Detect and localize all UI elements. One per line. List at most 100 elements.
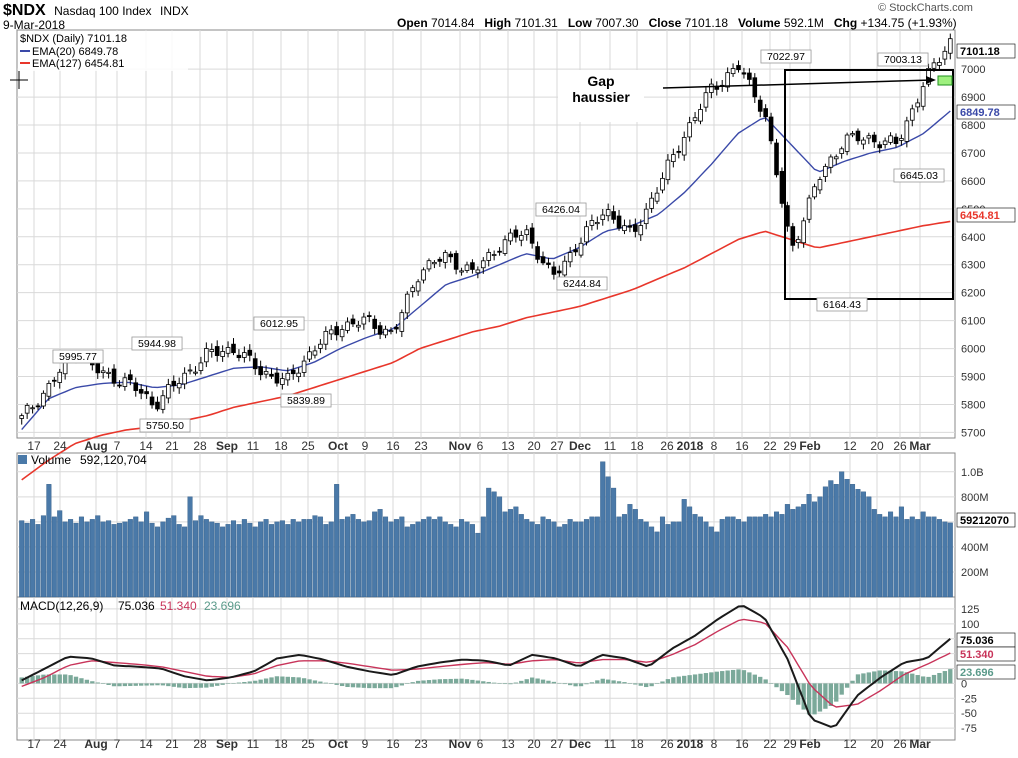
- candle-body: [790, 226, 796, 246]
- macd-hist-bar: [372, 683, 377, 689]
- candle-body: [372, 318, 377, 329]
- macd-hist-bar: [567, 683, 573, 686]
- volume-bar: [274, 521, 280, 598]
- candle-body: [421, 269, 426, 281]
- x-tick-label: 18: [274, 737, 288, 751]
- volume-bar: [936, 519, 942, 598]
- volume-bar: [263, 519, 269, 598]
- candle-body: [584, 226, 589, 243]
- volume-bar: [116, 522, 122, 598]
- macd-hist-bar: [633, 683, 638, 685]
- x-tick-label: 16: [386, 439, 400, 453]
- macd-hist-bar: [915, 675, 920, 684]
- volume-bar: [594, 516, 600, 598]
- volume-bar: [822, 486, 828, 598]
- callout-label: 5750.50: [146, 420, 184, 432]
- x-tick-label: 18: [630, 737, 644, 751]
- candle-body: [757, 99, 763, 112]
- callout-box: [760, 49, 812, 64]
- candle-body: [204, 348, 209, 363]
- brand-label[interactable]: © StockCharts.com: [878, 2, 973, 14]
- volume-bar: [746, 516, 752, 598]
- volume-bar: [486, 487, 492, 598]
- macd-hist-bar: [627, 683, 633, 684]
- macd-hist-bar: [937, 672, 942, 684]
- x-tick-label: 29: [783, 737, 797, 751]
- macd-hist-bar: [904, 672, 910, 684]
- x-tick-label: 8: [711, 439, 718, 453]
- macd-hist-bar: [725, 670, 730, 684]
- callout-box: [893, 168, 945, 183]
- candle-body: [643, 208, 649, 225]
- candle-body: [795, 239, 801, 243]
- volume-bar: [203, 519, 209, 598]
- macd-hist-bar: [931, 674, 937, 684]
- candle-body: [823, 166, 828, 177]
- x-tick-label: 26: [893, 439, 907, 453]
- candle-body: [432, 261, 437, 265]
- candle-body: [535, 246, 540, 260]
- macd-hist-bar: [774, 683, 779, 688]
- candle-body: [138, 389, 144, 394]
- volume-bar: [410, 524, 416, 598]
- candle-body: [46, 383, 52, 397]
- candle-body: [578, 242, 584, 256]
- volume-bar: [46, 484, 52, 598]
- candle-body: [866, 135, 872, 139]
- macd-hist-bar: [622, 682, 627, 684]
- price-tick-label: 6300: [961, 260, 985, 272]
- candle-body: [198, 362, 204, 371]
- candle-body: [404, 293, 410, 314]
- macd-hist-bar: [524, 679, 529, 684]
- candle-body: [301, 360, 307, 373]
- legend-price: $NDX (Daily) 7101.18: [20, 33, 127, 45]
- volume-bar: [524, 519, 530, 598]
- callout-box: [253, 316, 305, 331]
- candle-body: [915, 102, 921, 108]
- candle-body: [871, 134, 877, 143]
- volume-bar: [421, 519, 427, 598]
- volume-bar: [551, 521, 557, 598]
- candle-body: [415, 281, 421, 292]
- macd-hist-bar: [182, 683, 187, 689]
- macd-hist-bar: [486, 681, 491, 684]
- volume-bar: [670, 521, 676, 598]
- volume-bar: [279, 520, 285, 598]
- macd-hist-bar: [171, 683, 176, 687]
- candle-body: [383, 328, 388, 336]
- x-tick-label: Oct: [328, 439, 348, 453]
- volume-bar: [176, 524, 182, 598]
- volume-bar: [784, 504, 790, 598]
- macd-hist-bar: [312, 680, 318, 684]
- candle-body: [171, 380, 177, 386]
- volume-bar: [535, 524, 541, 598]
- macd-hist-bar: [225, 683, 231, 684]
- exchange-label: INDX: [160, 4, 189, 18]
- volume-bar: [19, 520, 25, 598]
- x-tick-label: 14: [139, 737, 153, 751]
- candle-body: [844, 134, 850, 152]
- volume-bar: [35, 524, 41, 598]
- candle-body: [290, 369, 296, 375]
- macd-hist-bar: [280, 676, 285, 684]
- macd-hist-bar: [491, 682, 497, 684]
- macd-hist-bar: [41, 674, 46, 684]
- macd-hist-bar: [62, 674, 68, 684]
- macd-hist-bar: [481, 681, 486, 684]
- macd-hist-bar: [296, 677, 301, 684]
- macd-hist-bar: [68, 675, 73, 684]
- x-tick-label: 16: [735, 737, 749, 751]
- volume-bar: [247, 522, 253, 598]
- macd-hist-bar: [84, 679, 90, 684]
- candle-body: [812, 186, 817, 198]
- volume-bar: [741, 521, 747, 598]
- x-tick-label: 14: [139, 439, 153, 453]
- macd-hist-bar: [399, 683, 405, 686]
- x-tick-label: 13: [501, 439, 515, 453]
- macd-hist-bar: [410, 682, 415, 684]
- volume-bar: [866, 496, 872, 598]
- candle-body: [410, 287, 415, 292]
- macd-hist-bar: [844, 683, 850, 688]
- volume-bar: [518, 514, 524, 598]
- candle-body: [486, 252, 492, 261]
